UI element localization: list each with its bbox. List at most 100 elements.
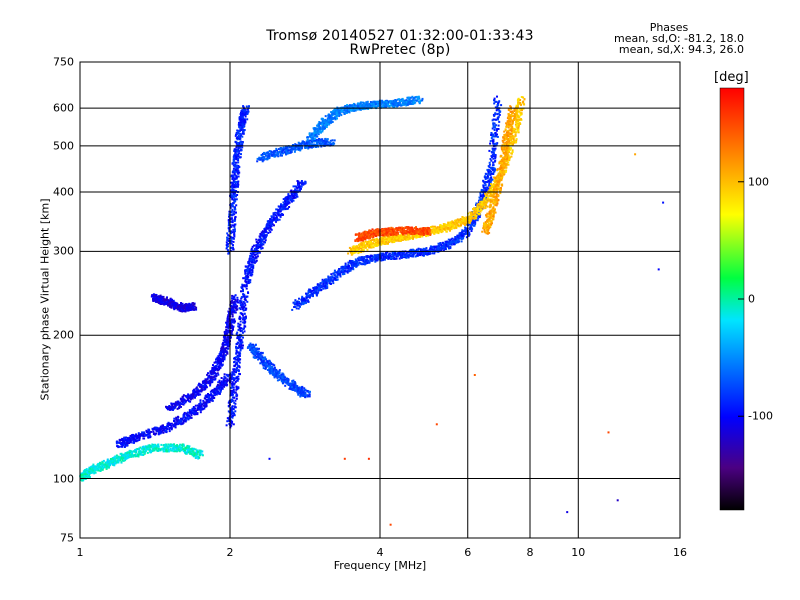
- data-point: [219, 390, 222, 393]
- data-point: [285, 151, 288, 154]
- data-point: [238, 132, 241, 135]
- data-point: [255, 253, 258, 256]
- data-point: [177, 402, 180, 405]
- data-point: [194, 396, 196, 399]
- data-point: [225, 321, 228, 324]
- data-point: [80, 474, 83, 476]
- data-point: [225, 241, 228, 244]
- data-point: [188, 397, 191, 400]
- data-point: [205, 402, 208, 405]
- data-point: [250, 266, 253, 268]
- data-point: [247, 275, 250, 278]
- data-point: [263, 358, 266, 360]
- data-point: [135, 454, 138, 457]
- data-point: [240, 335, 243, 338]
- data-point: [262, 233, 265, 235]
- data-point: [278, 378, 281, 381]
- data-point: [165, 426, 168, 429]
- data-point: [195, 391, 198, 394]
- data-point: [231, 327, 234, 330]
- data-point: [142, 454, 145, 456]
- data-point: [210, 377, 212, 379]
- data-point: [275, 372, 278, 375]
- data-point: [151, 445, 154, 447]
- data-point: [226, 339, 229, 342]
- data-point: [233, 230, 236, 233]
- data-point: [145, 449, 148, 451]
- data-point: [258, 244, 261, 246]
- data-point: [291, 387, 294, 390]
- data-point: [194, 448, 197, 451]
- data-point: [319, 122, 322, 125]
- data-point: [247, 110, 250, 113]
- data-point: [168, 406, 171, 409]
- data-point: [235, 356, 238, 359]
- data-point: [314, 127, 317, 130]
- data-point: [255, 245, 258, 248]
- data-point: [268, 157, 271, 159]
- data-point: [132, 441, 135, 444]
- data-point: [294, 185, 297, 188]
- data-point: [241, 287, 243, 290]
- data-point: [210, 378, 213, 381]
- data-point: [208, 398, 211, 401]
- data-point: [138, 439, 141, 441]
- data-point: [280, 377, 282, 380]
- data-point: [271, 373, 274, 376]
- data-point: [187, 448, 190, 451]
- data-point: [321, 141, 324, 144]
- data-point: [259, 157, 262, 160]
- data-point: [267, 152, 270, 155]
- data-point: [244, 120, 247, 123]
- data-point: [169, 447, 172, 450]
- data-point: [165, 297, 168, 300]
- data-point: [88, 476, 91, 478]
- data-point: [179, 446, 182, 449]
- data-point: [211, 389, 214, 392]
- data-point: [106, 464, 109, 467]
- data-point: [160, 430, 163, 433]
- data-point: [194, 407, 197, 410]
- data-point: [234, 402, 237, 405]
- data-point: [225, 347, 228, 349]
- data-point: [239, 373, 241, 376]
- data-point: [250, 261, 253, 264]
- data-point: [296, 146, 299, 149]
- data-point: [250, 255, 252, 258]
- data-point: [238, 166, 241, 168]
- data-point: [361, 104, 364, 107]
- data-point: [356, 108, 359, 111]
- data-point: [251, 269, 253, 272]
- data-point: [121, 437, 124, 440]
- data-point: [191, 409, 194, 412]
- data-point: [195, 308, 198, 311]
- data-point: [193, 305, 196, 308]
- data-point: [231, 405, 234, 408]
- data-point: [180, 405, 182, 408]
- data-point: [142, 437, 145, 440]
- data-point: [162, 429, 164, 432]
- data-point: [218, 379, 221, 382]
- data-point: [200, 383, 203, 386]
- data-point: [235, 397, 238, 400]
- data-point: [197, 392, 200, 395]
- data-point: [162, 295, 165, 298]
- data-point: [261, 355, 264, 358]
- data-point: [123, 441, 126, 444]
- data-point: [90, 465, 93, 468]
- data-point: [256, 348, 259, 351]
- data-point: [230, 305, 232, 307]
- data-point: [256, 353, 259, 356]
- data-point: [248, 257, 251, 260]
- data-point: [177, 422, 180, 425]
- data-point: [262, 363, 264, 366]
- data-point: [241, 141, 244, 144]
- data-point: [227, 329, 230, 332]
- data-point: [212, 376, 215, 379]
- data-point: [239, 340, 242, 343]
- data-point: [302, 183, 305, 186]
- data-point: [161, 427, 164, 430]
- data-point: [178, 450, 181, 453]
- data-point: [233, 401, 236, 404]
- data-point: [204, 397, 206, 400]
